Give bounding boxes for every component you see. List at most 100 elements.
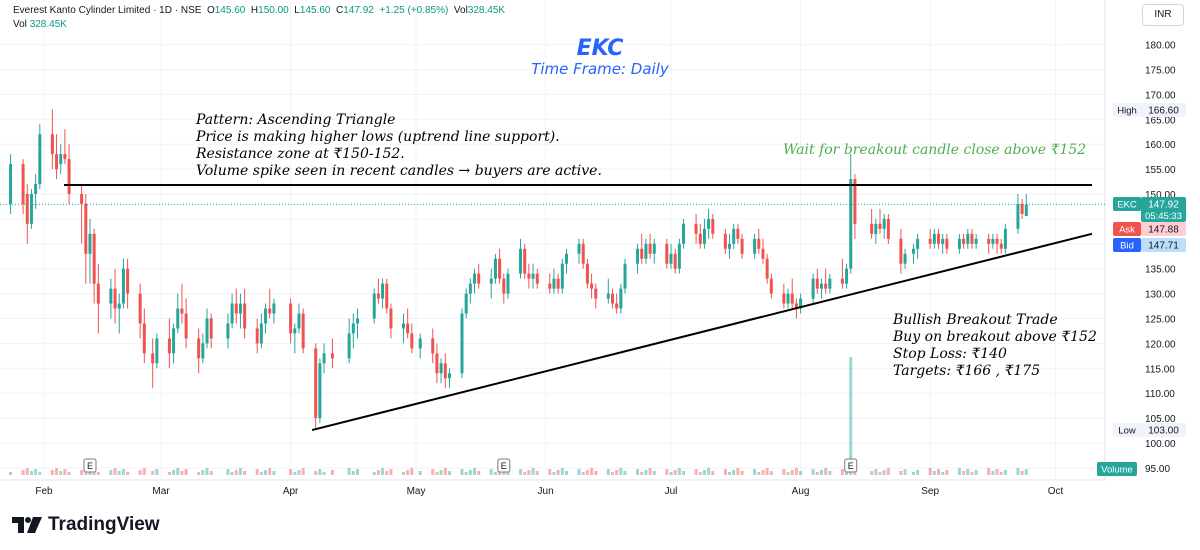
volume-bar <box>753 469 757 475</box>
candle <box>523 243 527 279</box>
candle <box>941 233 945 254</box>
candle <box>644 238 648 264</box>
volume-bar <box>356 469 359 475</box>
volume-bar <box>552 472 556 475</box>
volume-bar <box>937 469 941 475</box>
candle <box>824 268 828 294</box>
pattern-line: Price is making higher lows (uptrend lin… <box>196 129 560 145</box>
candle <box>272 298 276 324</box>
candle <box>109 278 113 319</box>
candle <box>636 243 640 274</box>
volume-bar <box>565 471 568 475</box>
candle <box>67 144 71 204</box>
candle <box>619 283 623 314</box>
candle <box>34 174 38 209</box>
candle-body <box>443 363 447 379</box>
high-tag-value-bg <box>1141 103 1186 117</box>
volume-bar <box>531 468 535 475</box>
candle <box>351 313 355 349</box>
candle <box>560 258 564 294</box>
volume-bar <box>443 468 447 475</box>
candle-body <box>845 268 849 284</box>
candle <box>21 159 25 214</box>
bid-value: 147.71 <box>1148 241 1179 252</box>
candle-body <box>728 243 732 249</box>
volume-bar <box>911 472 915 475</box>
volume-bar <box>870 471 874 475</box>
candle-body <box>970 233 974 244</box>
candle-body <box>259 323 263 344</box>
candle-body <box>439 363 443 374</box>
candle <box>911 243 915 264</box>
volume-bar <box>619 468 623 475</box>
x-tick-label: Jul <box>665 486 678 497</box>
symbol-line[interactable]: Everest Kanto Cylinder Limited · 1D · NS… <box>13 5 202 16</box>
candle-body <box>372 293 376 319</box>
candle <box>418 333 422 359</box>
candle-body <box>410 333 414 349</box>
candle-body <box>226 323 230 339</box>
candle <box>439 358 443 384</box>
volume-bar <box>824 468 828 475</box>
candle <box>63 129 67 165</box>
candle-body <box>243 303 247 329</box>
candle-body <box>702 228 706 244</box>
ask-value: 147.88 <box>1148 225 1179 236</box>
volume-bar <box>351 471 355 475</box>
volume-bar <box>80 470 84 475</box>
candle <box>581 238 585 269</box>
earnings-marker[interactable]: E <box>844 458 858 473</box>
volume-bar <box>255 469 259 475</box>
candle-body <box>711 218 715 234</box>
earnings-marker[interactable]: E <box>497 458 511 473</box>
volume-bar <box>782 469 786 475</box>
candle <box>945 233 949 254</box>
candle-body <box>418 338 422 349</box>
volume-bar <box>698 472 702 475</box>
tradingview-logo[interactable]: TradingView <box>12 514 160 536</box>
y-tick-label: 150.00 <box>1145 190 1176 201</box>
volume-bar <box>916 470 920 475</box>
candle <box>995 233 999 254</box>
bid-label-bg <box>1113 238 1141 252</box>
close-label: C <box>336 5 344 16</box>
volume-bar <box>761 470 765 475</box>
volume-tag-label: Volume <box>1101 465 1133 476</box>
candle-body <box>527 273 531 279</box>
volume-bar <box>999 472 1003 475</box>
volume-bar <box>410 468 414 475</box>
volume-bar <box>205 468 209 475</box>
candle-body <box>55 154 59 170</box>
candle <box>845 263 849 289</box>
candle <box>673 248 677 274</box>
candle-body <box>84 203 88 254</box>
volume-bar <box>272 471 276 475</box>
candle <box>447 368 451 389</box>
candle <box>677 238 681 274</box>
volume-bar <box>899 471 903 475</box>
volume-bar <box>694 469 698 475</box>
candle-body <box>1024 204 1028 216</box>
volume-bar <box>652 471 656 475</box>
candle <box>669 243 673 269</box>
candle <box>736 223 740 244</box>
currency-button[interactable]: INR <box>1142 4 1184 26</box>
candle <box>648 233 652 259</box>
volume-legend[interactable]: Vol 328.45K <box>13 19 67 30</box>
earnings-marker[interactable]: E <box>83 458 97 473</box>
volume-bar <box>59 471 63 475</box>
candle-body <box>548 283 552 289</box>
candle <box>330 338 334 369</box>
candle <box>698 223 702 249</box>
candle-body <box>606 293 610 299</box>
chart-grid <box>0 0 1106 481</box>
candle-body <box>268 308 272 314</box>
volume-bar <box>264 470 268 475</box>
candle-body <box>531 273 535 279</box>
y-tick-label: 110.00 <box>1145 389 1175 400</box>
candle-body <box>786 293 790 304</box>
volume-bar <box>987 468 991 475</box>
volume-bar <box>117 471 121 475</box>
volume-bar <box>21 470 25 475</box>
